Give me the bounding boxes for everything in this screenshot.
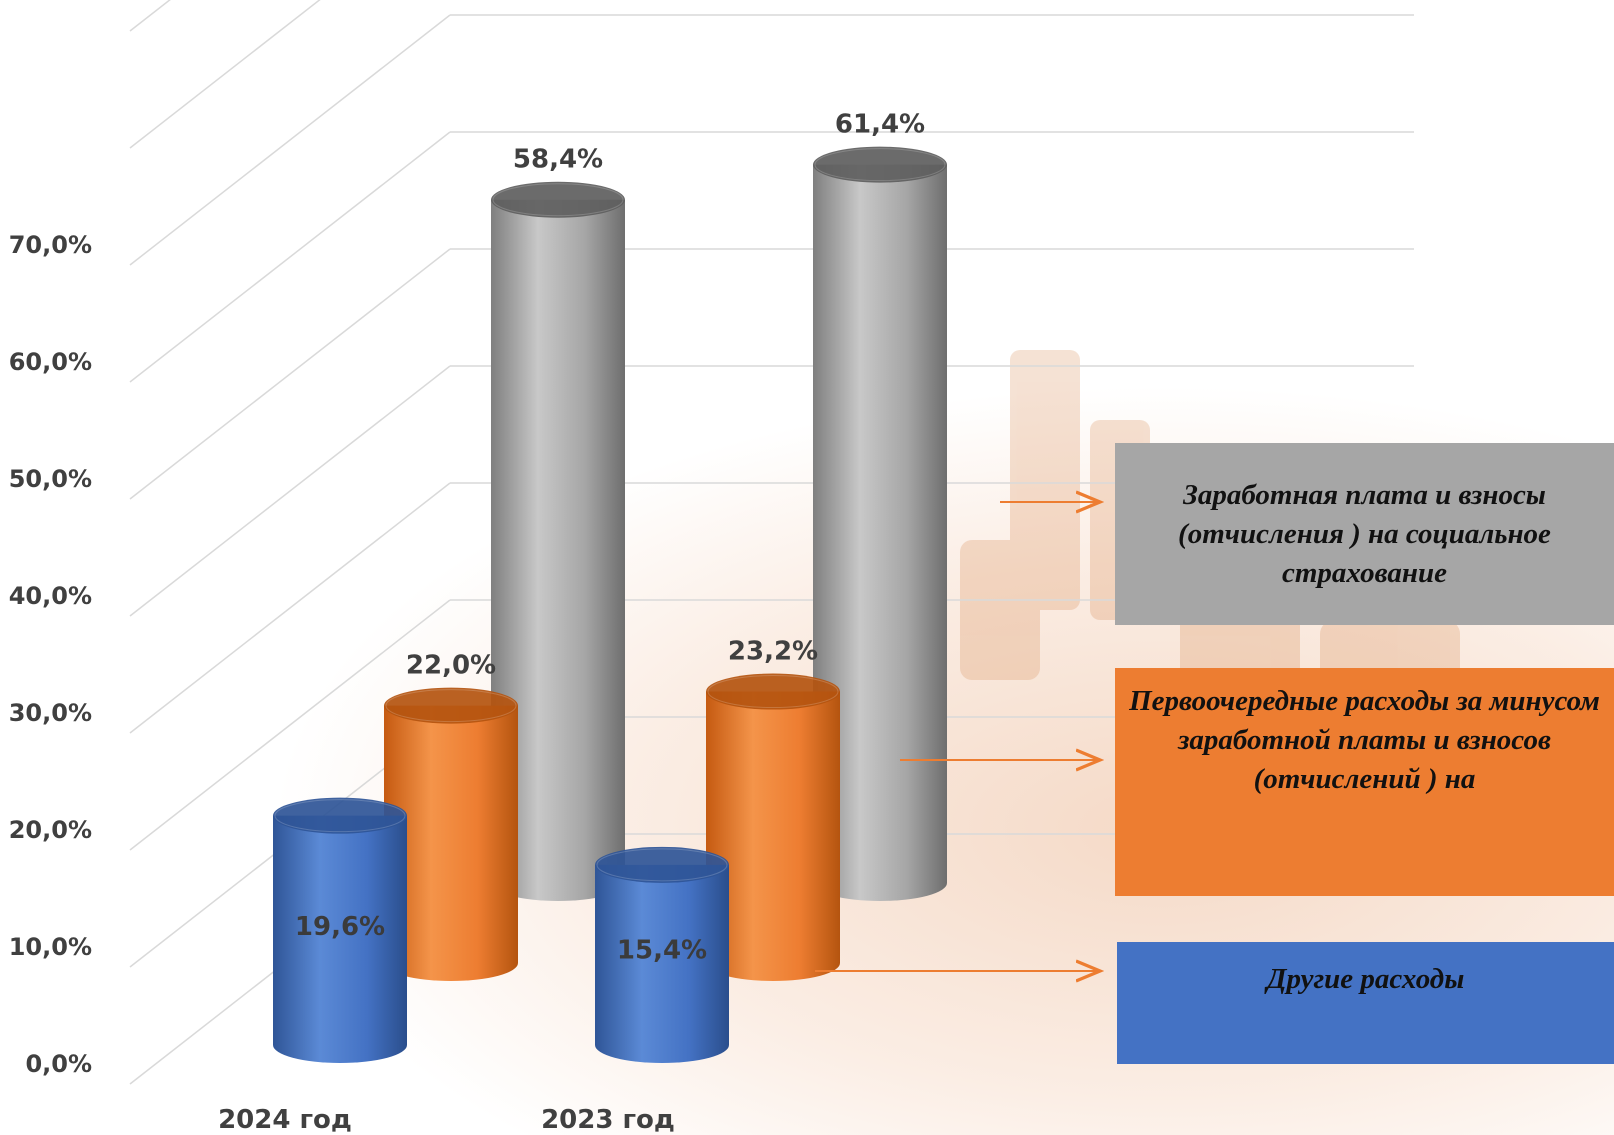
gridline-side bbox=[130, 15, 450, 265]
bar-cap bbox=[595, 847, 729, 883]
y-tick-label: 20,0% bbox=[9, 816, 92, 844]
bar-cap bbox=[491, 182, 625, 218]
data-label: 15,4% bbox=[617, 936, 707, 966]
legend-item-salary: Заработная плата и взносы (отчисления ) … bbox=[1115, 443, 1614, 625]
data-label: 22,0% bbox=[406, 651, 496, 681]
gridline-side bbox=[130, 0, 450, 31]
x-category-label: 2023 год bbox=[541, 1105, 675, 1135]
y-tick-label: 50,0% bbox=[9, 465, 92, 493]
data-label: 23,2% bbox=[728, 637, 818, 667]
x-category-label: 2024 год bbox=[218, 1105, 352, 1135]
legend-label-other-expenses: Другие расходы bbox=[1267, 960, 1465, 999]
legend-item-priority-expenses: Первоочередные расходы за минусом зарабо… bbox=[1115, 668, 1614, 896]
bar-cap bbox=[384, 688, 518, 724]
legend-label-priority-expenses: Первоочередные расходы за минусом зарабо… bbox=[1125, 682, 1604, 799]
bar-cap bbox=[706, 674, 840, 710]
gridline-side bbox=[130, 0, 450, 148]
bar-cap bbox=[813, 147, 947, 183]
data-label: 61,4% bbox=[835, 110, 925, 140]
legend-item-other-expenses: Другие расходы bbox=[1117, 942, 1614, 1064]
y-tick-label: 40,0% bbox=[9, 582, 92, 610]
legend-label-salary: Заработная плата и взносы (отчисления ) … bbox=[1125, 476, 1604, 593]
data-label: 58,4% bbox=[513, 145, 603, 175]
data-label: 19,6% bbox=[295, 912, 385, 942]
y-tick-label: 60,0% bbox=[9, 348, 92, 376]
bar-cap bbox=[273, 798, 407, 834]
y-tick-label: 30,0% bbox=[9, 699, 92, 727]
y-tick-label: 10,0% bbox=[9, 933, 92, 961]
y-tick-label: 0,0% bbox=[25, 1050, 92, 1078]
y-tick-label: 70,0% bbox=[9, 231, 92, 259]
